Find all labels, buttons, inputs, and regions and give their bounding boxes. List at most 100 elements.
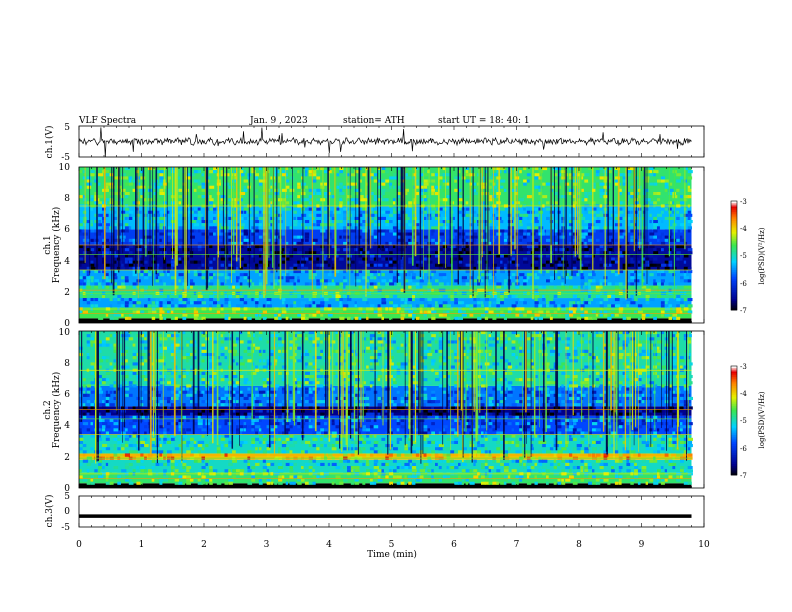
ch1-spectrogram-speckle [580,213,583,217]
ch1-spectrogram-speckle [660,301,666,305]
ch1-spectrogram-speckle [503,279,509,283]
ch1-spectrogram-speckle [270,254,273,258]
ch1-colorbar-step [731,246,737,249]
ch1-spectrogram-speckle [320,263,325,267]
ch1-spectrogram-speckle [140,266,145,270]
ch1-spectrogram-speckle [350,316,354,320]
ch1-spectrogram-speckle [270,282,273,286]
ch1-spectrogram-speckle [519,273,525,277]
ch1-spectrogram-speckle [236,170,241,174]
ch1-spectrogram-speckle [369,210,373,214]
ch2-spectrogram-speckle [599,334,603,338]
ch1-spectrogram-speckle [496,188,500,192]
ch1-spectrogram-speckle [523,182,527,186]
ch1-spectrogram-speckle [469,232,475,236]
ch1-spectrogram-speckle [431,254,434,258]
ch1-spectrogram-speckle [680,229,683,233]
ch1-spectrogram-speckle [327,304,332,308]
ch1-spectrogram-speckle [687,170,693,174]
ch1-spectrogram-speckle [672,273,676,277]
ch2-spectrogram-speckle [481,356,486,360]
ch1-spectrogram-speckle [144,273,148,277]
ch1-spectrogram-speckle [389,279,392,283]
ch1-spectrogram-speckle [155,276,158,280]
ch1-spectrogram-speckle [266,195,271,199]
ch1-spectrogram-speckle [488,220,492,224]
ch1-spectrogram-speckle [630,273,635,277]
ch1-spectrogram-speckle [435,279,439,283]
ch2-spectrogram-speckle [258,359,262,363]
ch1-colorbar-step [731,295,737,298]
ch1-spectrogram-speckle [197,229,201,233]
ch1-spectrogram-speckle [592,316,598,320]
ch2-spectrogram [79,331,693,488]
ch1-spectrogram-speckle [297,192,302,196]
ch1-spectrogram-speckle [446,185,450,189]
ch1-spectrogram-speckle [113,310,119,314]
ch1-spectrogram-speckle [136,245,142,249]
ch1-spectrogram-speckle [167,182,171,186]
ch2-spectrogram-speckle [488,353,492,357]
ch1-spectrogram-speckle [415,198,422,202]
ch1-spectrogram-speckle [423,173,428,177]
ch1-spectrogram-speckle [549,192,555,196]
ch1-spectrogram-speckle [419,298,425,302]
ch1-spectrogram-speckle [201,316,206,320]
ch1-spectrogram-speckle [285,182,291,186]
ch1-spectrogram-speckle [320,167,324,171]
ch1-spectrogram-speckle [488,310,494,314]
ch1-spectrogram-speckle [542,167,548,171]
ch1-spectrogram-speckle [209,226,215,230]
ch2-spectrogram-speckle [347,371,350,375]
ch1-spectrogram-speckle [102,279,105,283]
ch2-spectrogram-speckle [572,356,576,360]
ch2-spectrogram-speckle [415,349,420,353]
ch2-spectrogram-speckle [461,356,466,360]
ch1-spectrogram-speckle [660,248,664,252]
ch1-spectrogram-speckle [178,251,184,255]
ch1-spectrogram-speckle [155,257,160,261]
ch1-spectrogram-speckle [308,304,312,308]
ch1-spectrogram-speckle [534,276,540,280]
ch2-spectrogram-speckle [121,365,126,369]
ch1-spectrogram-speckle [258,220,262,224]
ch1-spectrogram-speckle [255,294,259,298]
ch1-colorbar-step [731,299,737,302]
ch2-spectrogram-speckle [442,356,446,360]
ch1-spectrogram-speckle [163,304,168,308]
ch1-spectrogram-speckle [660,232,664,236]
ch1-spectrogram-speckle [423,235,428,239]
ch1-spectrogram-speckle [304,220,310,224]
ch1-spectrogram-speckle [477,251,480,255]
ch1-spectrogram-speckle [458,170,461,174]
ch2-spectrogram-speckle [136,353,139,357]
ch1-spectrogram-speckle [335,173,341,177]
ch1-spectrogram-speckle [389,251,393,255]
ch1-spectrogram-speckle [86,179,90,183]
ch1-spectrogram-speckle [469,241,473,245]
ch1-spectrogram-speckle [343,216,348,220]
ch1-spectrogram-speckle [121,254,125,258]
ch1-spectrogram-speckle [676,192,681,196]
ch1-spectrogram-speckle [607,310,611,314]
ch2-spectrogram-speckle [258,331,263,335]
ch2-spectrogram-speckle [186,365,191,369]
ch1-spectrogram-speckle [592,185,597,189]
ch1-spectrogram-speckle [167,304,172,308]
ch2-spectrogram-speckle [672,359,677,363]
ch1-spectrogram-speckle [151,216,158,220]
ch1-spectrogram-speckle [469,167,474,171]
ch1-spectrogram-speckle [331,167,335,171]
ch1-spectrogram-speckle [542,294,545,298]
ch1-spectrogram-speckle [588,301,591,305]
ch2-spectrogram-speckle [289,362,295,366]
ch1-spectrogram-speckle [147,304,152,308]
ch2-spectrogram-speckle [576,331,581,335]
station-label: station= ATH [343,116,405,126]
ch1-spectrogram-speckle [79,310,82,314]
ch1-spectrogram-speckle [354,170,359,174]
ch2-spectrogram-speckle [224,359,228,363]
ch1-spectrogram-speckle [526,251,531,255]
ch1-spectrogram-speckle [435,238,438,242]
ch1-spectrogram-speckle [304,282,310,286]
